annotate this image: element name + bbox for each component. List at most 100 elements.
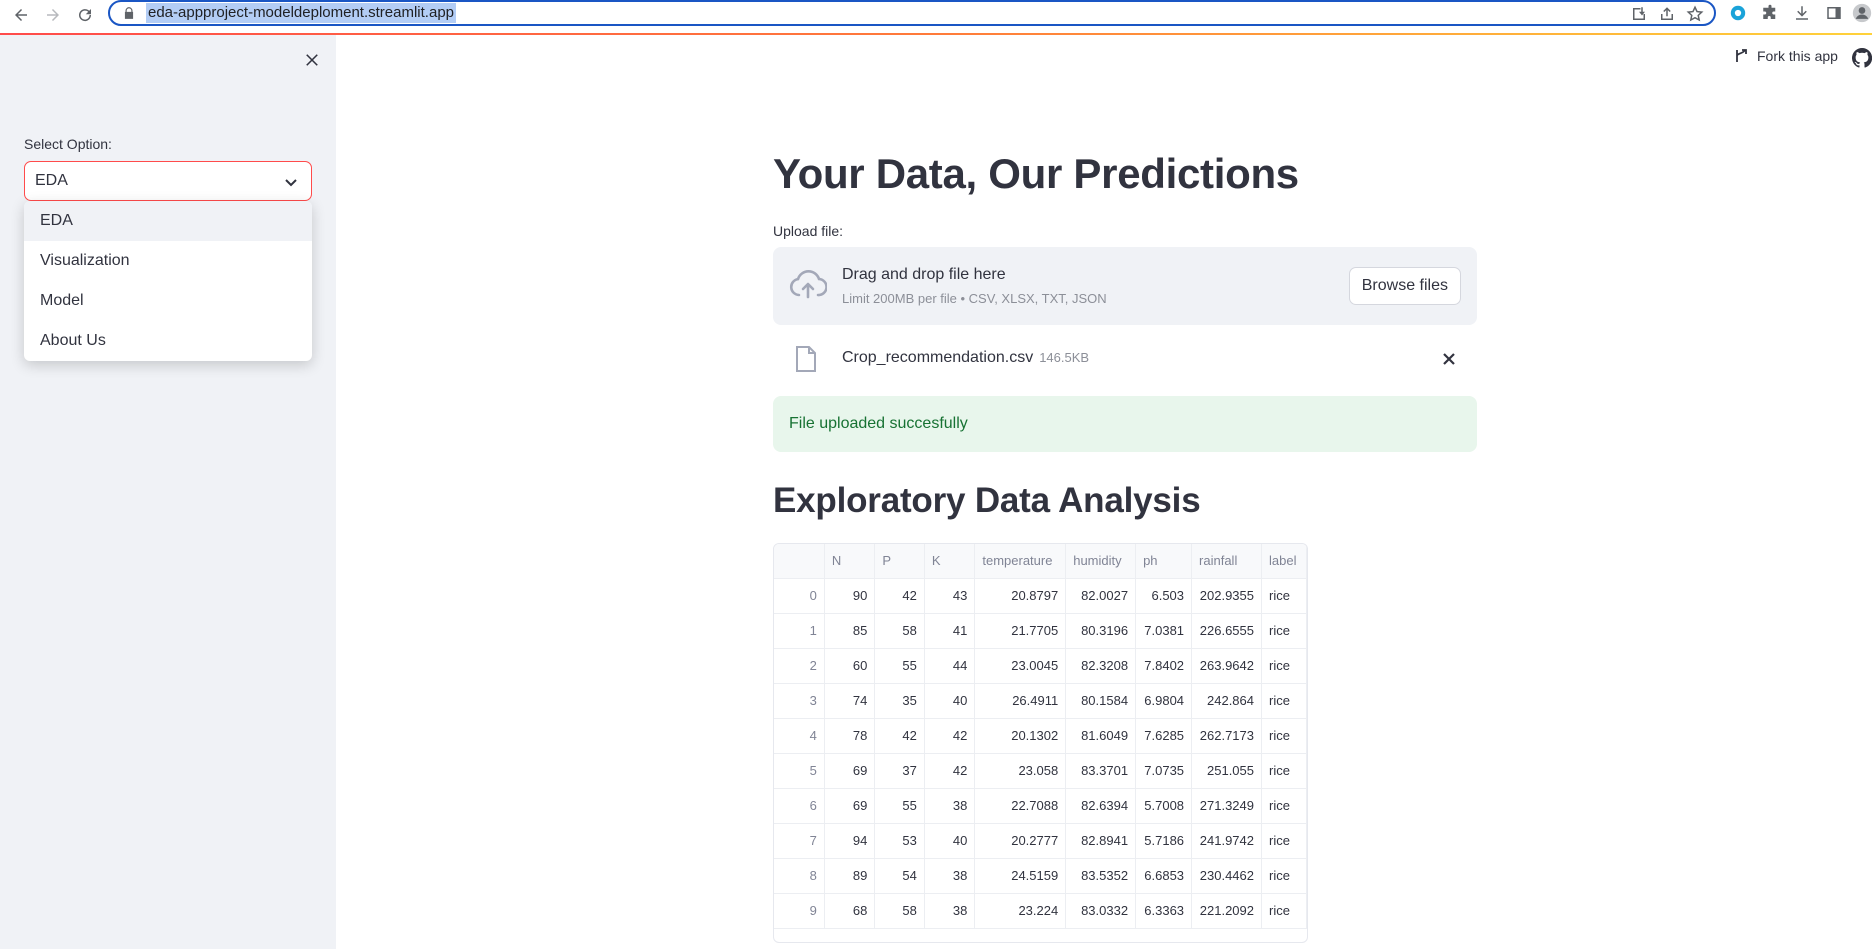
side-panel-icon[interactable] [1824, 3, 1844, 23]
table-cell[interactable]: 242.864 [1191, 683, 1262, 719]
row-index[interactable]: 2 [774, 648, 825, 684]
table-cell[interactable]: 23.0045 [974, 648, 1067, 684]
table-cell[interactable]: 82.8941 [1065, 823, 1137, 859]
table-cell[interactable]: 40 [924, 683, 976, 719]
table-cell[interactable]: 5.7186 [1135, 823, 1193, 859]
table-cell[interactable]: 89 [824, 858, 876, 894]
table-cell[interactable]: 262.7173 [1191, 718, 1262, 754]
table-cell[interactable]: 68 [824, 893, 876, 929]
table-cell[interactable]: rice [1261, 893, 1307, 929]
row-index[interactable]: 8 [774, 858, 825, 894]
row-index[interactable]: 1 [774, 613, 825, 649]
address-bar[interactable]: eda-appproject-modeldeploment.streamlit.… [108, 0, 1716, 26]
table-cell[interactable]: 80.3196 [1065, 613, 1137, 649]
table-cell[interactable]: 55 [874, 788, 925, 824]
table-cell[interactable]: 44 [924, 648, 976, 684]
table-cell[interactable]: 69 [824, 788, 876, 824]
table-cell[interactable]: 82.6394 [1065, 788, 1137, 824]
table-cell[interactable]: 37 [874, 753, 925, 789]
table-cell[interactable]: 38 [924, 858, 976, 894]
table-cell[interactable]: 20.1302 [974, 718, 1067, 754]
table-cell[interactable]: 7.8402 [1135, 648, 1193, 684]
table-cell[interactable]: 202.9355 [1191, 578, 1262, 614]
table-cell[interactable]: rice [1261, 788, 1307, 824]
table-cell[interactable]: 271.3249 [1191, 788, 1262, 824]
url-text[interactable]: eda-appproject-modeldeploment.streamlit.… [146, 3, 457, 23]
table-cell[interactable]: 226.6555 [1191, 613, 1262, 649]
table-cell[interactable]: 21.7705 [974, 613, 1067, 649]
row-index[interactable]: 7 [774, 823, 825, 859]
table-cell[interactable]: rice [1261, 648, 1307, 684]
option-about-us[interactable]: About Us [40, 332, 106, 349]
install-app-icon[interactable] [1630, 5, 1648, 23]
table-cell[interactable]: 263.9642 [1191, 648, 1262, 684]
table-cell[interactable]: 7.0735 [1135, 753, 1193, 789]
column-header[interactable]: N [824, 544, 876, 579]
forward-icon[interactable] [40, 2, 66, 28]
row-index[interactable]: 0 [774, 578, 825, 614]
table-cell[interactable]: 42 [874, 578, 925, 614]
table-cell[interactable]: 26.4911 [974, 683, 1067, 719]
table-cell[interactable]: rice [1261, 718, 1307, 754]
table-cell[interactable]: 58 [874, 613, 925, 649]
table-cell[interactable]: 85 [824, 613, 876, 649]
table-cell[interactable]: 251.055 [1191, 753, 1262, 789]
table-cell[interactable]: 74 [824, 683, 876, 719]
back-icon[interactable] [8, 2, 34, 28]
table-cell[interactable]: rice [1261, 613, 1307, 649]
table-cell[interactable]: 83.5352 [1065, 858, 1137, 894]
table-cell[interactable]: 60 [824, 648, 876, 684]
row-index[interactable]: 9 [774, 893, 825, 929]
table-cell[interactable]: 54 [874, 858, 925, 894]
github-icon[interactable] [1852, 48, 1872, 68]
table-cell[interactable]: rice [1261, 858, 1307, 894]
table-cell[interactable]: 35 [874, 683, 925, 719]
row-index[interactable]: 6 [774, 788, 825, 824]
table-cell[interactable]: 42 [924, 753, 976, 789]
table-cell[interactable]: 41 [924, 613, 976, 649]
reload-icon[interactable] [72, 2, 98, 28]
table-cell[interactable]: 230.4462 [1191, 858, 1262, 894]
row-index[interactable]: 3 [774, 683, 825, 719]
row-index[interactable]: 4 [774, 718, 825, 754]
table-cell[interactable]: 69 [824, 753, 876, 789]
table-cell[interactable]: 82.3208 [1065, 648, 1137, 684]
table-cell[interactable]: 38 [924, 788, 976, 824]
table-cell[interactable]: 5.7008 [1135, 788, 1193, 824]
file-dropzone[interactable]: Drag and drop file here Limit 200MB per … [773, 247, 1477, 325]
table-cell[interactable]: 53 [874, 823, 925, 859]
browse-files-button[interactable]: Browse files [1348, 267, 1461, 305]
table-cell[interactable]: 42 [924, 718, 976, 754]
fork-app-button[interactable]: Fork this app [1733, 48, 1838, 64]
table-cell[interactable]: 23.224 [974, 893, 1067, 929]
table-cell[interactable]: 6.3363 [1135, 893, 1193, 929]
table-cell[interactable]: 58 [874, 893, 925, 929]
column-header[interactable]: temperature [974, 544, 1067, 579]
table-cell[interactable]: 20.2777 [974, 823, 1067, 859]
option-visualization[interactable]: Visualization [40, 252, 130, 269]
table-cell[interactable]: 6.6853 [1135, 858, 1193, 894]
table-cell[interactable]: 94 [824, 823, 876, 859]
column-header[interactable]: label [1261, 544, 1307, 579]
table-cell[interactable]: 20.8797 [974, 578, 1067, 614]
column-header[interactable]: P [874, 544, 925, 579]
table-cell[interactable]: 241.9742 [1191, 823, 1262, 859]
profile-avatar-icon[interactable] [1852, 3, 1872, 23]
table-cell[interactable]: 43 [924, 578, 976, 614]
table-cell[interactable]: 22.7088 [974, 788, 1067, 824]
extension-icon[interactable] [1728, 3, 1748, 23]
table-cell[interactable]: 40 [924, 823, 976, 859]
column-header[interactable]: K [924, 544, 976, 579]
table-cell[interactable]: 82.0027 [1065, 578, 1137, 614]
table-cell[interactable]: 7.6285 [1135, 718, 1193, 754]
column-header[interactable] [774, 544, 825, 579]
table-cell[interactable]: 55 [874, 648, 925, 684]
table-cell[interactable]: 78 [824, 718, 876, 754]
share-icon[interactable] [1658, 5, 1676, 23]
close-sidebar-icon[interactable] [302, 50, 322, 70]
table-cell[interactable]: 7.0381 [1135, 613, 1193, 649]
row-index[interactable]: 5 [774, 753, 825, 789]
column-header[interactable]: rainfall [1191, 544, 1262, 579]
table-cell[interactable]: rice [1261, 753, 1307, 789]
option-eda[interactable]: EDA [24, 201, 312, 241]
